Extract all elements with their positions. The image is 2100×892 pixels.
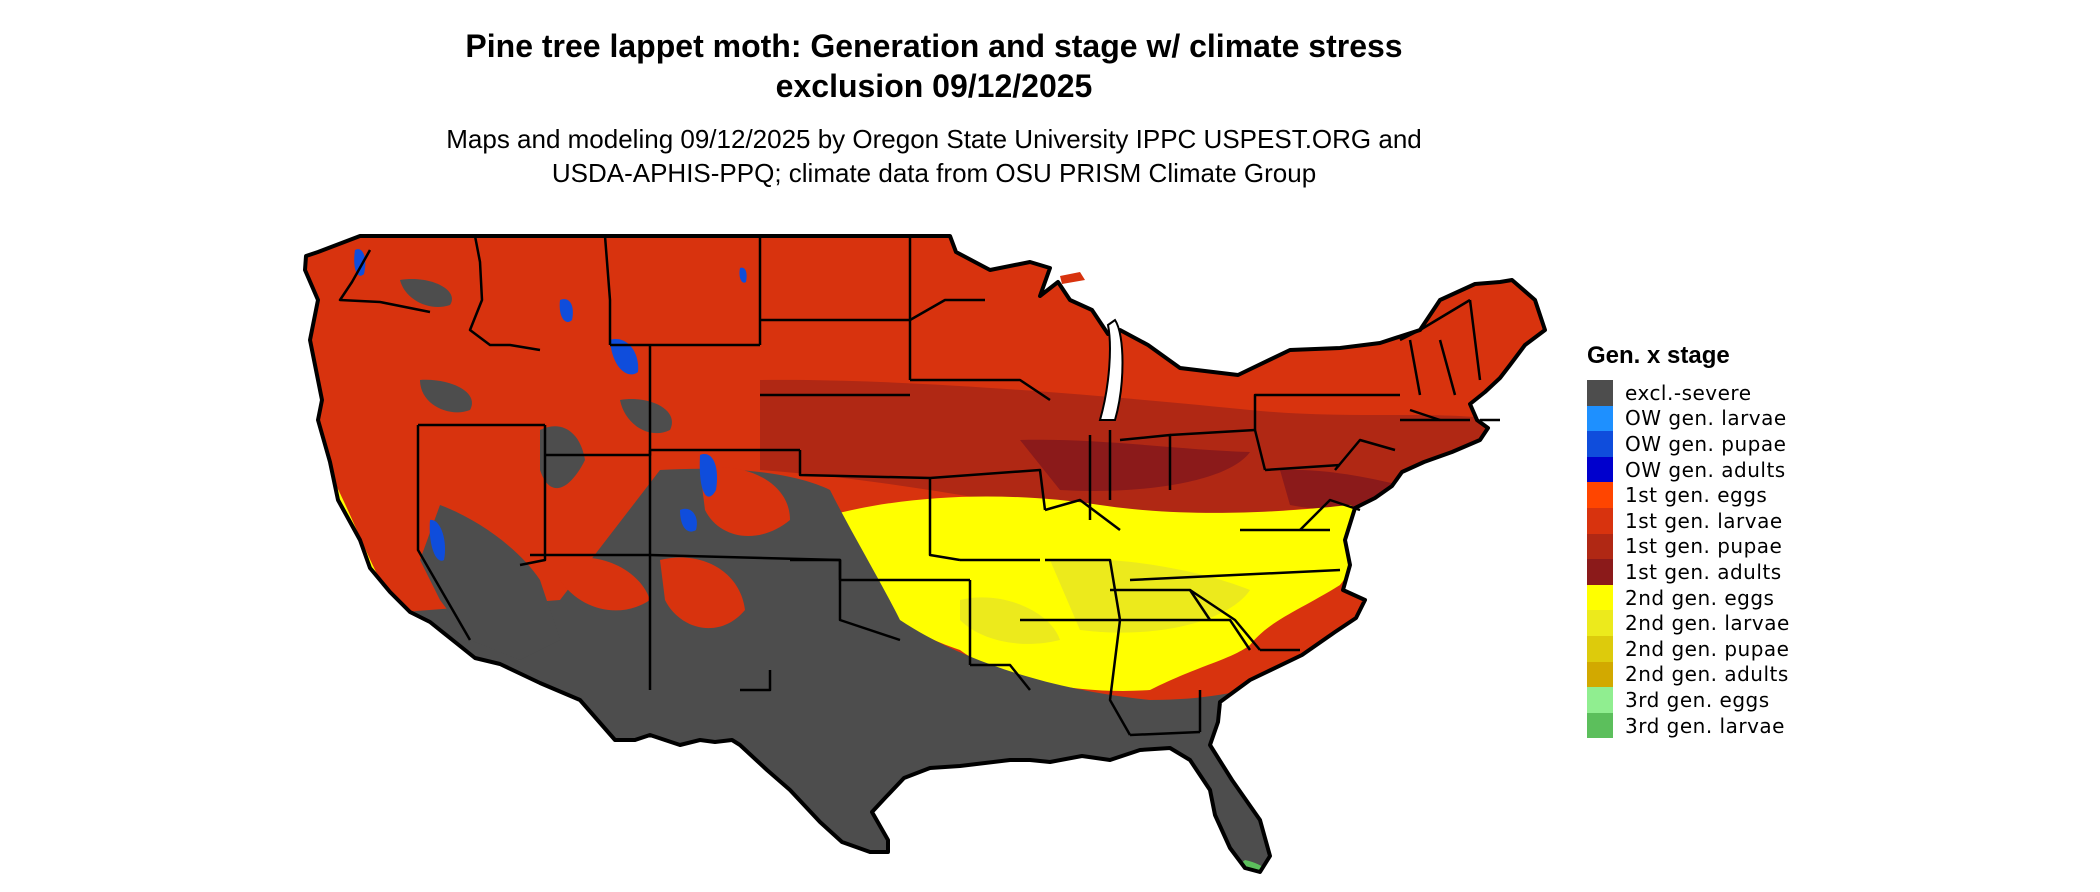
legend-label: 2nd gen. eggs: [1625, 585, 1775, 610]
legend-label: OW gen. pupae: [1625, 431, 1787, 456]
legend-swatch: [1587, 584, 1613, 611]
stage-regions: [305, 236, 1545, 872]
legend-label: 2nd gen. adults: [1625, 662, 1789, 687]
legend-label: excl.-severe: [1625, 380, 1752, 405]
legend-swatch: [1587, 635, 1613, 662]
title-line-1: Pine tree lappet moth: Generation and st…: [465, 28, 1403, 64]
legend-label: 1st gen. adults: [1625, 559, 1782, 584]
legend-item: OW gen. adults: [1587, 456, 1790, 483]
legend-item: 1st gen. eggs: [1587, 482, 1790, 508]
legend-item: 2nd gen. larvae: [1587, 610, 1790, 636]
legend-item: 3rd gen. eggs: [1587, 687, 1790, 713]
legend-label: 2nd gen. pupae: [1625, 636, 1790, 661]
legend-swatch: [1587, 610, 1613, 636]
legend-item: 1st gen. larvae: [1587, 507, 1790, 534]
legend-item: 2nd gen. pupae: [1587, 635, 1790, 662]
legend-swatch: [1587, 380, 1613, 406]
legend-items: excl.-severe OW gen. larvae OW gen. pupae O…: [1587, 380, 1790, 739]
us-map: [300, 220, 1550, 892]
legend-label: 1st gen. larvae: [1625, 508, 1783, 533]
legend-item: 3rd gen. larvae: [1587, 712, 1790, 739]
us-map-svg: [303, 234, 1547, 874]
legend-item: 2nd gen. eggs: [1587, 584, 1790, 611]
legend-label: 1st gen. eggs: [1625, 483, 1768, 508]
legend-item: 2nd gen. adults: [1587, 661, 1790, 688]
legend-swatch: [1587, 712, 1613, 739]
legend-swatch: [1587, 559, 1613, 585]
map-subtitle: Maps and modeling 09/12/2025 by Oregon S…: [0, 122, 1868, 190]
legend-item: 1st gen. pupae: [1587, 533, 1790, 560]
legend-title: Gen. x stage: [1587, 342, 1730, 369]
legend-item: 1st gen. adults: [1587, 559, 1790, 585]
legend-label: OW gen. adults: [1625, 457, 1786, 482]
legend-label: 3rd gen. larvae: [1625, 713, 1785, 738]
map-title: Pine tree lappet moth: Generation and st…: [0, 26, 1868, 106]
subtitle-line-2: USDA-APHIS-PPQ; climate data from OSU PR…: [551, 158, 1317, 188]
legend-swatch: [1587, 507, 1613, 534]
legend: Gen. x stage excl.-severe OW gen. larvae O…: [1587, 342, 1790, 739]
legend-swatch: [1587, 687, 1613, 713]
legend-item: OW gen. pupae: [1587, 431, 1790, 457]
legend-label: OW gen. larvae: [1625, 406, 1787, 431]
legend-label: 1st gen. pupae: [1625, 534, 1783, 559]
legend-swatch: [1587, 405, 1613, 432]
legend-label: 3rd gen. eggs: [1625, 687, 1770, 712]
legend-item: OW gen. larvae: [1587, 405, 1790, 432]
legend-label: 2nd gen. larvae: [1625, 611, 1790, 636]
legend-swatch: [1587, 533, 1613, 560]
title-line-2: exclusion 09/12/2025: [775, 68, 1093, 104]
legend-swatch: [1587, 661, 1613, 688]
state-borders: [338, 235, 1500, 737]
subtitle-line-1: Maps and modeling 09/12/2025 by Oregon S…: [446, 124, 1422, 154]
legend-item: excl.-severe: [1587, 380, 1790, 406]
legend-swatch: [1587, 431, 1613, 457]
legend-swatch: [1587, 456, 1613, 483]
legend-swatch: [1587, 482, 1613, 508]
